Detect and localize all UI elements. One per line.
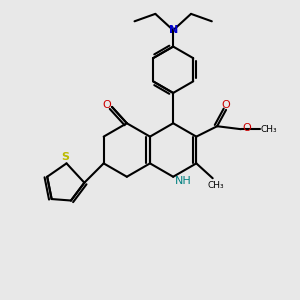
Text: N: N [169,25,178,35]
Text: S: S [61,152,69,162]
Text: O: O [102,100,111,110]
Text: CH₃: CH₃ [207,181,224,190]
Text: O: O [222,100,230,110]
Text: NH: NH [175,176,192,186]
Text: CH₃: CH₃ [261,125,278,134]
Text: O: O [242,123,250,133]
